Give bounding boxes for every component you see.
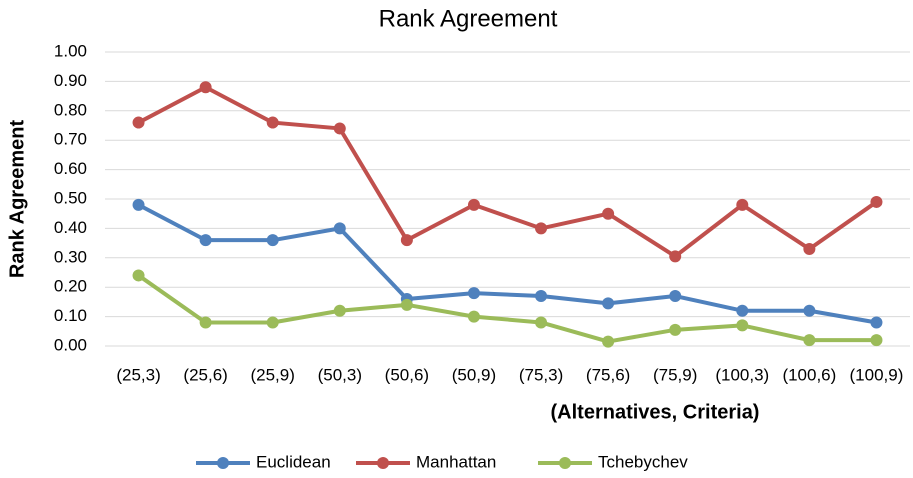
y-tick-label: 1.00 [54,41,87,60]
legend-marker [559,457,571,469]
point [199,316,212,329]
point [266,234,279,247]
x-tick-label: (50,3) [318,365,362,384]
x-tick-label: (75,3) [519,365,563,384]
x-tick-label: (50,9) [452,365,496,384]
point [199,234,212,247]
point [669,250,682,263]
point [132,116,145,129]
point [535,290,548,303]
y-tick-label: 0.40 [54,218,87,237]
point [333,222,346,235]
point [535,316,548,329]
x-tick-label: (25,3) [116,365,160,384]
point [736,198,749,211]
series-line [137,203,877,325]
point [803,242,816,255]
x-tick-label: (25,9) [250,365,294,384]
point [602,297,615,310]
point [400,234,413,247]
point [602,207,615,220]
y-tick-label: 0.50 [54,188,87,207]
y-tick-label: 0.00 [54,335,87,354]
x-tick-label: (75,6) [586,365,630,384]
y-tick-label: 0.30 [54,247,87,266]
legend-label: Euclidean [256,452,331,471]
legend-label: Tchebychev [598,452,688,471]
x-tick-label: (100,9) [850,365,904,384]
point [870,316,883,329]
point [736,319,749,332]
point [467,310,480,323]
y-tick-label: 0.90 [54,71,87,90]
x-tick-label: (25,6) [183,365,227,384]
point [266,316,279,329]
point [870,195,883,208]
point [669,323,682,336]
point [132,269,145,282]
legend-marker [377,457,389,469]
point [736,304,749,317]
x-tick-label: (50,6) [385,365,429,384]
y-tick-label: 0.70 [54,130,87,149]
point [870,334,883,347]
y-tick-label: 0.10 [54,306,87,325]
point [535,222,548,235]
y-axis-title: Rank Agreement [6,120,28,279]
series-line [137,85,878,259]
point [602,335,615,348]
y-tick-label: 0.80 [54,100,87,119]
legend-label: Manhattan [416,452,496,471]
y-tick-label: 0.60 [54,159,87,178]
x-tick-label: (100,6) [782,365,836,384]
point [803,304,816,317]
point [333,122,346,135]
point [803,334,816,347]
legend-marker [217,457,229,469]
x-tick-label: (100,3) [715,365,769,384]
point [333,304,346,317]
y-tick-label: 0.20 [54,277,87,296]
point [400,298,413,311]
chart-title: Rank Agreement [379,5,558,32]
point [199,81,212,94]
point [669,290,682,303]
x-axis-title: (Alternatives, Criteria) [551,401,760,423]
point [132,198,145,211]
x-tick-label: (75,9) [653,365,697,384]
point [266,116,279,129]
series-line [137,273,877,344]
point [467,287,480,300]
point [467,198,480,211]
